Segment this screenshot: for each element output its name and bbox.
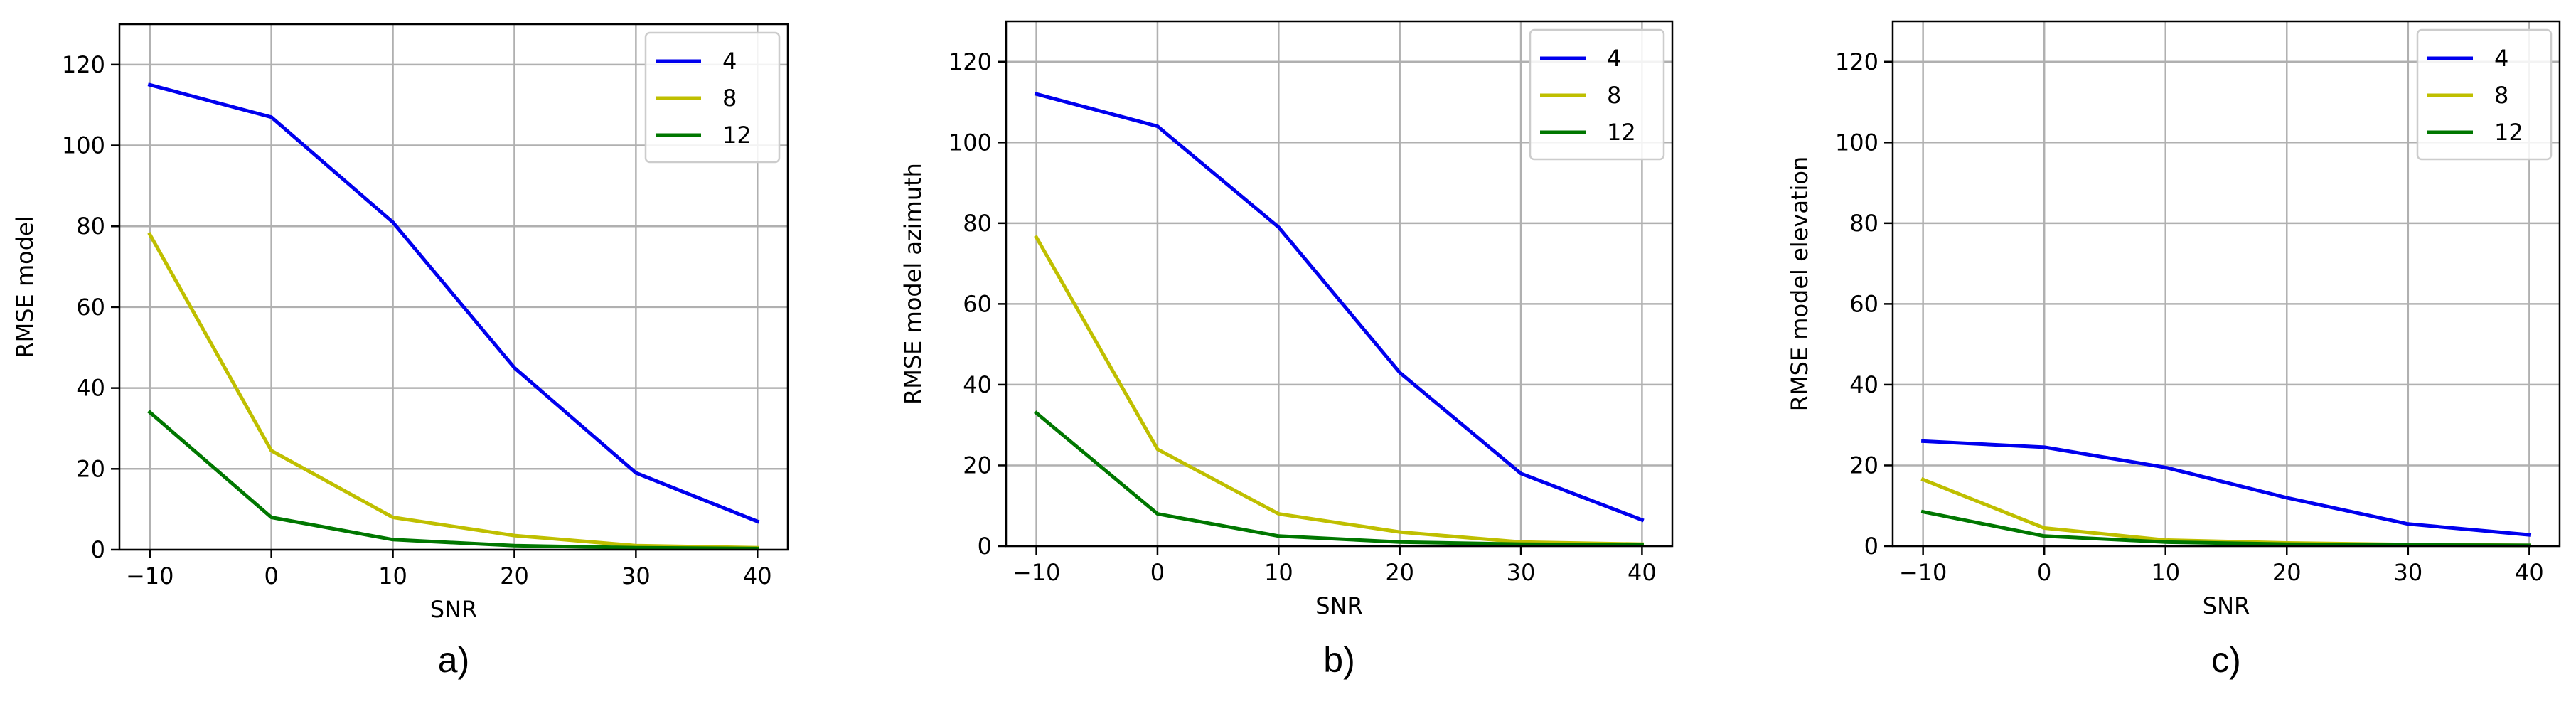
y-tick-label: 60	[1849, 290, 1878, 317]
y-axis-label: RMSE model azimuth	[899, 163, 926, 405]
y-tick-label: 40	[1849, 371, 1878, 398]
y-tick-label: 120	[1835, 48, 1878, 75]
y-tick-label: 40	[963, 371, 992, 398]
x-tick-label: 40	[1628, 559, 1657, 586]
y-tick-label: 80	[1849, 210, 1878, 237]
panel-caption: a)	[438, 640, 469, 680]
series-line-4	[1034, 92, 1645, 523]
y-tick-label: 0	[91, 536, 105, 563]
legend-label-12: 12	[1607, 119, 1636, 146]
legend-box	[2416, 28, 2553, 161]
plot-frame	[1005, 20, 1674, 548]
y-tick-label: 100	[948, 129, 992, 156]
legend: 4 8 12	[644, 31, 781, 164]
y-tick-label: 120	[948, 48, 992, 75]
y-tick-label: 20	[76, 455, 105, 482]
legend-label-4: 4	[2494, 45, 2508, 72]
x-axis-label: SNR	[2203, 592, 2250, 619]
x-tick-label: 0	[2037, 559, 2051, 586]
series-line-8	[1920, 477, 2531, 548]
y-tick-label: 120	[62, 51, 105, 78]
x-tick-label: 20	[1385, 559, 1414, 586]
x-tick-label: 40	[2515, 559, 2544, 586]
x-axis-label: SNR	[430, 596, 477, 623]
x-tick-label: 10	[378, 563, 407, 590]
series-line-12	[147, 410, 759, 550]
y-tick-label: 100	[1835, 129, 1878, 156]
y-tick-label: 80	[76, 213, 105, 240]
y-axis-label: RMSE model elevation	[1786, 156, 1813, 411]
series-line-12	[1034, 410, 1644, 547]
chart-panel-2: −10 0 10 20 30 40 0 20 40 60 80 100 120 SNR RMSE model…	[899, 20, 1674, 680]
x-tick-label: 10	[1264, 559, 1293, 586]
plot-frame	[1891, 20, 2561, 548]
legend-label-8: 8	[722, 85, 737, 112]
legend-box	[644, 31, 781, 164]
series-line-4	[147, 82, 760, 524]
legend: 4 8 12	[1529, 28, 1665, 161]
legend-box	[1529, 28, 1665, 161]
series-line-8	[1034, 235, 1644, 546]
y-tick-label: 20	[1849, 452, 1878, 479]
x-axis-label: SNR	[1315, 592, 1362, 619]
y-tick-label: 80	[963, 210, 992, 237]
y-tick-label: 0	[1864, 533, 1878, 560]
legend-label-12: 12	[2494, 119, 2523, 146]
legend: 4 8 12	[2416, 28, 2553, 161]
x-tick-label: −10	[126, 563, 174, 590]
x-tick-label: 40	[743, 563, 772, 590]
x-tick-label: 0	[1150, 559, 1165, 586]
x-tick-label: −10	[1899, 559, 1947, 586]
x-tick-label: 20	[500, 563, 529, 590]
plot-frame	[118, 23, 789, 551]
y-axis-label: RMSE model	[11, 215, 38, 358]
x-tick-label: 0	[264, 563, 278, 590]
x-tick-label: 30	[2393, 559, 2422, 586]
panel-caption: b)	[1323, 640, 1354, 680]
x-tick-label: 30	[621, 563, 651, 590]
y-tick-label: 0	[978, 533, 992, 560]
legend-label-12: 12	[722, 122, 752, 149]
y-tick-label: 20	[963, 452, 992, 479]
y-tick-label: 60	[76, 294, 105, 321]
legend-label-8: 8	[1607, 82, 1621, 109]
x-tick-label: 20	[2272, 559, 2302, 586]
series-line-12	[1920, 509, 2531, 548]
chart-panel-3: −10 0 10 20 30 40 0 20 40 60 80 100 120 SNR RMSE model…	[1786, 20, 2561, 680]
x-tick-label: 30	[1507, 559, 1536, 586]
y-tick-label: 100	[62, 132, 105, 159]
legend-label-4: 4	[722, 48, 737, 75]
x-tick-label: 10	[2151, 559, 2180, 586]
legend-label-8: 8	[2494, 82, 2508, 109]
series-line-4	[1920, 439, 2532, 537]
x-tick-label: −10	[1012, 559, 1061, 586]
series-line-8	[147, 232, 759, 550]
legend-label-4: 4	[1607, 45, 1621, 72]
y-tick-label: 40	[76, 375, 105, 402]
panel-caption: c)	[2211, 640, 2241, 680]
chart-panel-1: −10 0 10 20 30 40 0 20 40 60 80 100 120 SNR RMSE model…	[11, 23, 789, 680]
y-tick-label: 60	[963, 290, 992, 317]
